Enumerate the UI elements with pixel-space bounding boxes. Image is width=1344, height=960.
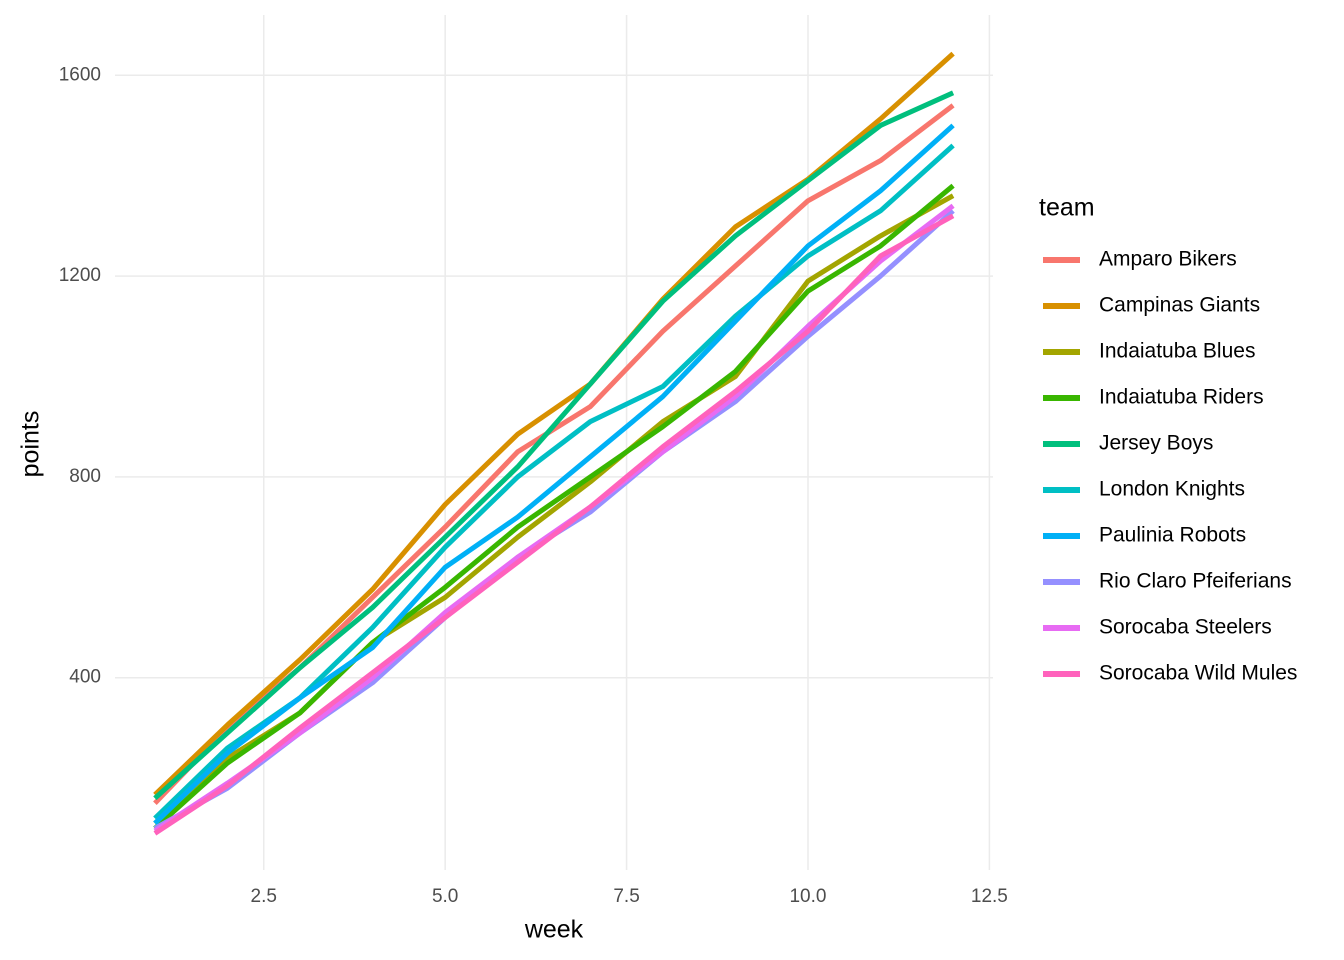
series-line bbox=[153, 123, 955, 826]
y-axis-title: points bbox=[17, 411, 45, 478]
series-line bbox=[153, 203, 955, 833]
y-tick-label: 1200 bbox=[59, 265, 101, 286]
legend-label: London Knights bbox=[1099, 478, 1245, 501]
series-line bbox=[153, 213, 955, 836]
series-line bbox=[153, 183, 955, 831]
series-line bbox=[153, 90, 955, 801]
x-axis-title: week bbox=[524, 916, 584, 944]
legend-label: Sorocaba Steelers bbox=[1099, 616, 1272, 639]
y-tick-label: 1600 bbox=[59, 64, 101, 85]
x-tick-label: 2.5 bbox=[251, 886, 277, 907]
legend-label: Campinas Giants bbox=[1099, 294, 1260, 317]
y-tick-label: 800 bbox=[69, 466, 101, 487]
series-line bbox=[153, 103, 955, 805]
x-tick-label: 7.5 bbox=[613, 886, 639, 907]
legend-label: Paulinia Robots bbox=[1099, 524, 1246, 547]
legend-label: Rio Claro Pfeiferians bbox=[1099, 570, 1292, 593]
legend-label: Sorocaba Wild Mules bbox=[1099, 662, 1297, 685]
legend-label: Indaiatuba Riders bbox=[1099, 386, 1264, 409]
legend-label: Amparo Bikers bbox=[1099, 248, 1237, 271]
x-tick-label: 5.0 bbox=[432, 886, 458, 907]
x-tick-label: 10.0 bbox=[789, 886, 826, 907]
legend-label: Jersey Boys bbox=[1099, 432, 1213, 455]
legend-title: team bbox=[1039, 194, 1095, 222]
x-tick-label: 12.5 bbox=[971, 886, 1008, 907]
legend-label: Indaiatuba Blues bbox=[1099, 340, 1255, 363]
y-tick-label: 400 bbox=[69, 667, 101, 688]
